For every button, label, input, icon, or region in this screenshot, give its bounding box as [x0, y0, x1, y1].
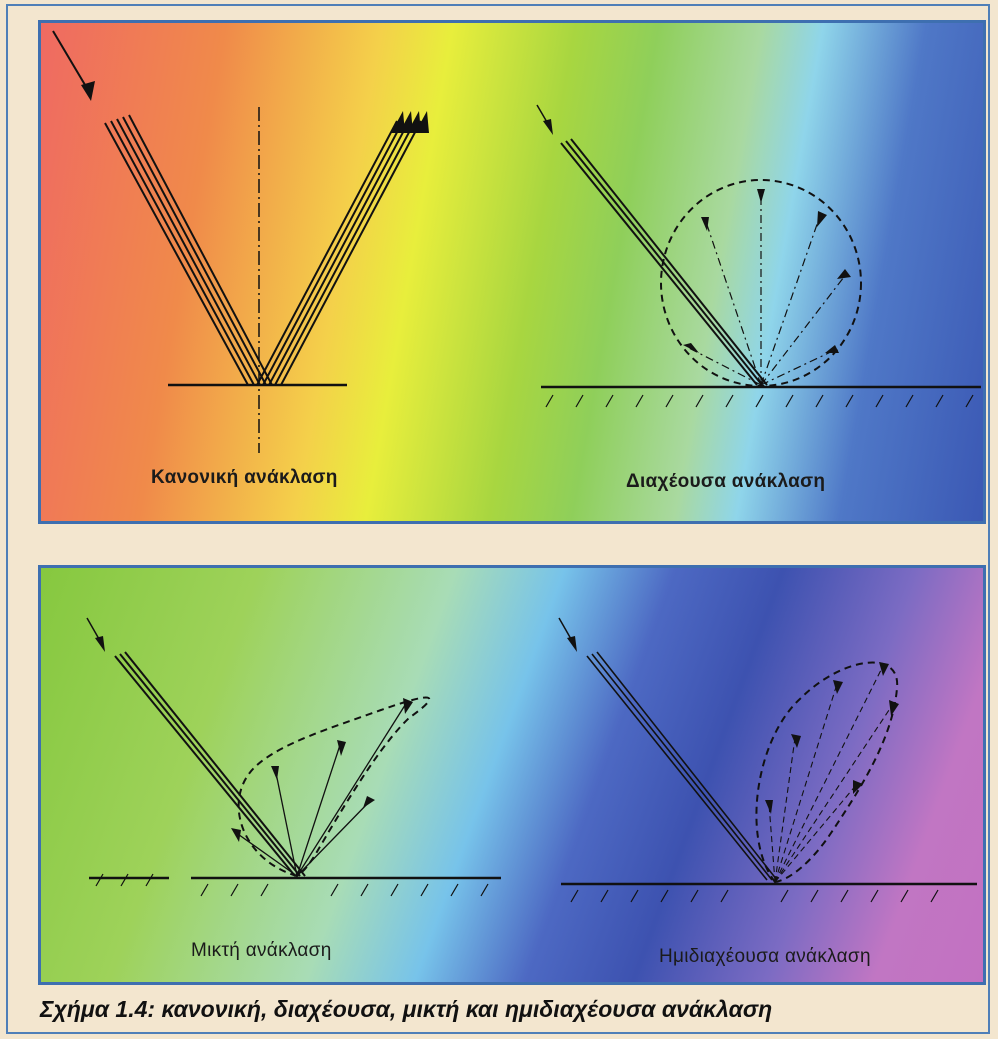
diagram-bottom [86, 617, 977, 903]
semi-diffuse-lobe [755, 661, 899, 884]
figure-frame [6, 4, 990, 1034]
diagram-top [52, 30, 981, 453]
figure-caption: Σχήμα 1.4: κανονική, διαχέουσα, μικτή κα… [40, 996, 773, 1022]
label-semi-diffuse-reflection: Ημιδιαχέουσα ανάκλαση [659, 946, 871, 967]
gradient-background-bottom [41, 568, 983, 982]
gradient-background-top [41, 23, 983, 521]
diffuse-reflection-diagram [536, 104, 981, 389]
semi-diffuse-reflection-diagram [558, 617, 977, 903]
regular-reflection-diagram [52, 30, 429, 453]
mixed-reflection-diagram [86, 617, 501, 897]
diffusion-circle [660, 179, 862, 387]
panel-top: Κανονική ανάκλαση Διαχέουσα ανάκλαση [38, 20, 986, 524]
label-regular-reflection: Κανονική ανάκλαση [151, 467, 338, 488]
label-mixed-reflection: Μικτή ανάκλαση [191, 940, 332, 961]
label-diffuse-reflection: Διαχέουσα ανάκλαση [626, 471, 826, 492]
panel-bottom: Μικτή ανάκλαση Ημιδιαχέουσα ανάκλαση [38, 565, 986, 985]
mixed-lobe [237, 696, 431, 878]
incident-arrow-head [81, 81, 95, 101]
